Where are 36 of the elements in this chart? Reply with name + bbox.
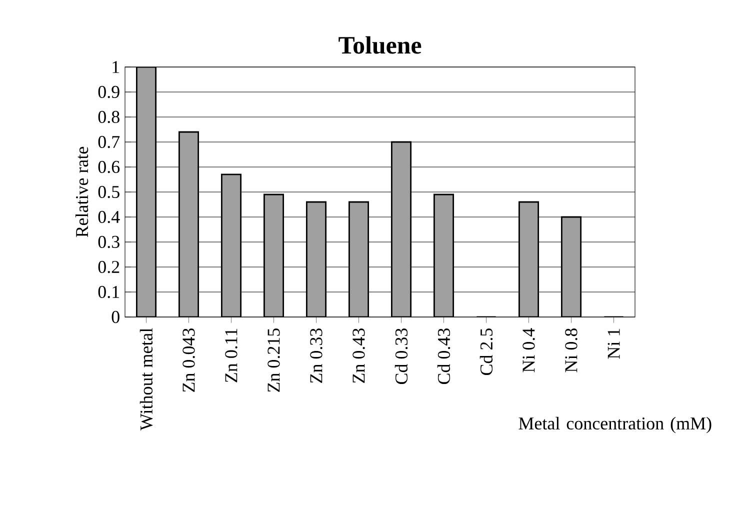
y-tick-label: 0.2 <box>98 260 120 274</box>
bar <box>518 201 540 317</box>
chart-title: Toluene <box>338 36 422 54</box>
y-tick-label: 0.9 <box>98 86 120 98</box>
bar <box>136 67 157 317</box>
bar <box>264 194 284 317</box>
x-tick-label: Zn 0.43 <box>352 328 365 383</box>
x-tick-label: Ni 0.4 <box>522 328 535 372</box>
x-tick-label: Cd 2.5 <box>480 328 493 376</box>
x-tick-label: Ni 0.8 <box>565 328 578 372</box>
y-tick-label: 1 <box>112 61 120 73</box>
bar <box>306 201 327 317</box>
x-axis-title: Metal concentration (mM) <box>518 416 712 434</box>
y-tick-label: 0.1 <box>98 286 120 298</box>
x-tick-label: Zn 0.215 <box>268 328 280 392</box>
y-tick-label: 0.7 <box>98 136 120 148</box>
bar <box>433 194 454 317</box>
x-tick-label: Cd 0.43 <box>437 328 450 384</box>
y-tick-label: 0.8 <box>98 110 120 124</box>
x-tick-label: Zn 0.33 <box>310 328 322 383</box>
bar <box>178 131 200 317</box>
y-tick-label: 0 <box>112 310 120 324</box>
y-tick-label: 0.4 <box>98 210 120 224</box>
x-tick-label: Zn 0.11 <box>225 328 238 382</box>
bar <box>391 141 412 317</box>
x-tick-label: Ni 1 <box>608 328 620 359</box>
x-tick-label: Cd 0.33 <box>394 328 408 384</box>
x-tick-label: Without metal <box>140 328 153 430</box>
y-tick-label: 0.5 <box>98 186 120 198</box>
y-axis-title: Relative rate <box>75 146 88 238</box>
x-tick-label: Zn 0.043 <box>182 328 195 392</box>
bar <box>348 201 370 317</box>
y-tick-label: 0.6 <box>98 160 120 174</box>
bar <box>560 216 582 317</box>
y-tick-label: 0.3 <box>98 236 120 248</box>
bar <box>220 174 242 317</box>
